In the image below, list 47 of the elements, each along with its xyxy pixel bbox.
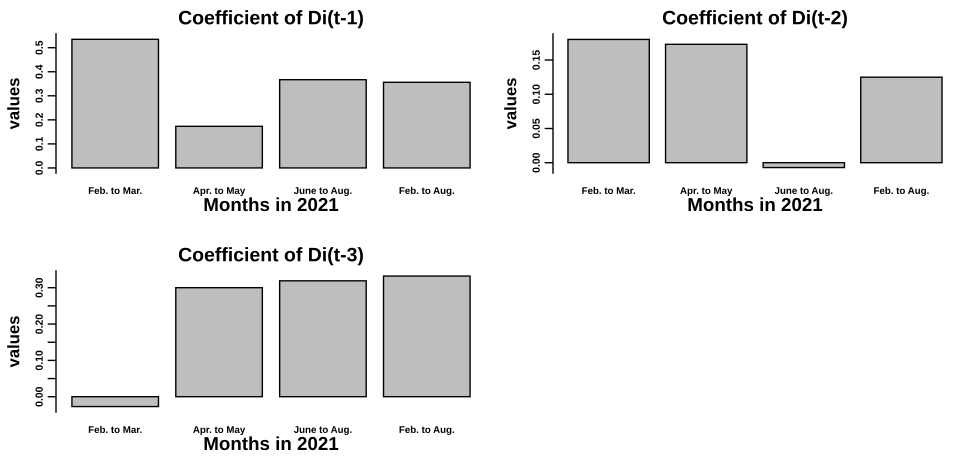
y-axis-title: values [7,78,20,130]
chart-title: Coefficient of Di(t-3) [178,247,363,266]
bar [71,396,160,408]
x-tick-label: Feb. to Aug. [400,186,454,196]
y-tick-label: 0.3 [35,88,43,103]
bar [762,162,846,168]
bar [382,275,471,398]
bar [278,280,367,398]
bar [382,82,471,169]
x-tick-label: June to Aug. [294,187,352,196]
y-tick-label: 0.2 [35,113,43,127]
bar [567,38,650,164]
bar [664,44,748,164]
x-tick-label: Apr. to May [680,187,732,196]
x-axis-title: Months in 2021 [204,436,338,450]
chart-title: Coefficient of Di(t-2) [662,10,847,28]
bar [278,78,367,169]
bar [175,126,264,169]
bar [71,38,160,169]
y-tick-label: 0.4 [35,64,43,79]
x-tick-label: Feb. to Mar. [88,186,142,194]
x-tick-label: Apr. to May [193,426,246,435]
x-tick-label: Apr. to May [193,187,246,196]
y-tick-label: 0.00 [532,153,540,172]
x-axis-title: Months in 2021 [688,197,822,212]
x-tick-label: Feb. to Mar. [88,426,142,434]
chart-title: Coefficient of Di(t-1) [178,10,363,28]
x-tick-label: Feb. to Mar. [582,186,635,194]
y-tick-label: 0.30 [35,278,43,298]
y-tick-label: 0.1 [35,136,43,151]
y-tick-label: 0.5 [35,40,43,55]
bar [175,287,264,398]
y-axis-title: values [504,78,516,130]
y-tick-label: 0.10 [35,350,43,370]
x-tick-label: June to Aug. [774,187,832,196]
y-tick-label: 0.15 [532,50,540,70]
y-tick-label: 0.20 [35,314,43,334]
y-tick-label: 0.0 [35,161,43,175]
y-tick-label: 0.10 [532,84,540,104]
y-tick-label: 0.05 [532,118,540,138]
bar [860,76,943,164]
y-tick-label: 0.00 [35,387,43,406]
y-axis-title: values [7,316,20,368]
x-axis-title: Months in 2021 [204,197,338,212]
x-tick-label: June to Aug. [294,426,352,435]
x-tick-label: Feb. to Aug. [400,426,454,435]
x-tick-label: Feb. to Aug. [874,186,929,196]
